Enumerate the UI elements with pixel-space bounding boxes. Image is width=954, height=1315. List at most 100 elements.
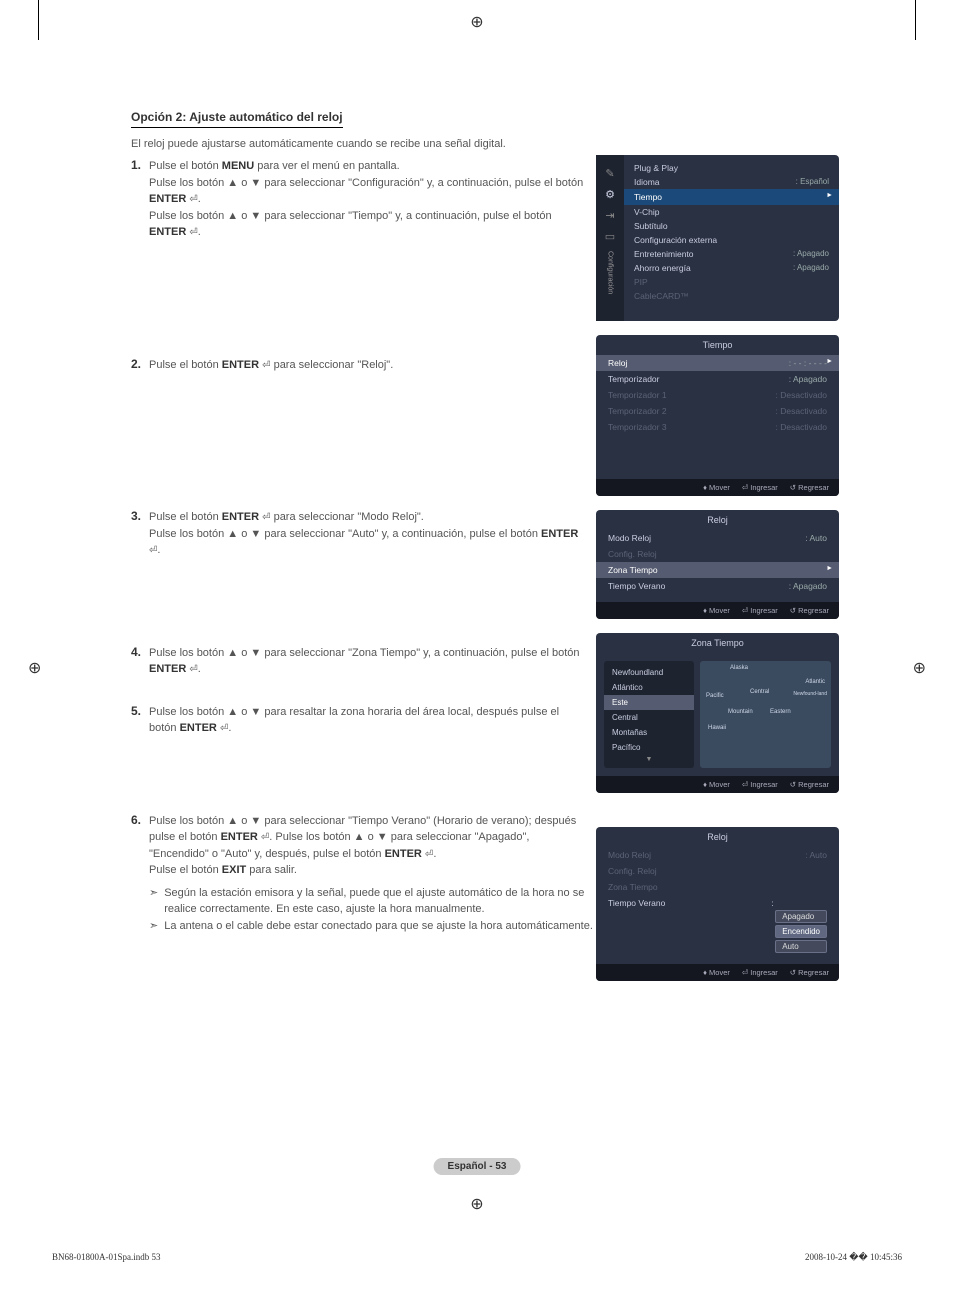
verano-option[interactable]: Encendido — [775, 925, 827, 938]
mover-hint: ♦ Mover — [703, 968, 730, 977]
row-value: : Desactivado — [776, 422, 828, 432]
step-number: 3. — [131, 509, 149, 559]
section-heading: Opción 2: Ajuste automático del reloj — [131, 110, 343, 128]
regresar-hint: ↺ Regresar — [790, 968, 829, 977]
text: Pulse el botón — [149, 359, 222, 371]
menu-row[interactable]: Reloj: - - : - - - - — [596, 355, 839, 371]
row-label: Zona Tiempo — [608, 882, 827, 892]
menu-row[interactable]: Tiempo Verano: Apagado — [596, 578, 839, 594]
step-body: Pulse los botón ▲ o ▼ para resaltar la z… — [149, 704, 589, 737]
zona-item[interactable]: Newfoundland — [604, 665, 694, 680]
menu-row[interactable]: Tiempo — [624, 189, 839, 205]
text: para salir. — [246, 864, 297, 876]
row-label: Tiempo — [634, 192, 829, 202]
text: Mover — [709, 606, 730, 615]
menu-row[interactable]: Temporizador: Apagado — [596, 371, 839, 387]
config-menu: ✎ ⚙ ⇥ ▭ Configuración Plug & PlayIdioma:… — [596, 155, 839, 321]
menu-row: Zona Tiempo — [596, 879, 839, 895]
verano-option[interactable]: Auto — [775, 940, 827, 953]
row-value: : Apagado — [793, 249, 829, 259]
verano-menu: Reloj Modo Reloj: AutoConfig. RelojZona … — [596, 827, 839, 981]
tiempo-menu: Tiempo Reloj: - - : - - - -Temporizador:… — [596, 335, 839, 496]
menu-title: Reloj — [596, 510, 839, 530]
row-label: Tiempo Verano — [608, 581, 789, 591]
text: Pulse los botón ▲ o ▼ para seleccionar "… — [149, 177, 583, 189]
row-label: CableCARD™ — [634, 291, 829, 301]
zona-item[interactable]: Este — [604, 695, 694, 710]
zona-item[interactable]: Pacífico — [604, 740, 694, 755]
text: Regresar — [798, 780, 829, 789]
map-label: Pacific — [706, 693, 724, 699]
menu-row[interactable]: Configuración externa — [624, 233, 839, 247]
enter-keyword: ENTER — [541, 528, 578, 540]
doc-footer-right: 2008-10-24 �� 10:45:36 — [805, 1252, 902, 1263]
zona-item[interactable]: Montañas — [604, 725, 694, 740]
verano-options: :ApagadoEncendidoAuto — [771, 898, 827, 953]
enter-keyword: ENTER — [149, 193, 186, 205]
zona-item[interactable]: Central — [604, 710, 694, 725]
text: La antena o el cable debe estar conectad… — [164, 918, 593, 935]
intro-text: El reloj puede ajustarse automáticamente… — [131, 138, 841, 150]
menu-row[interactable]: Idioma: Español — [624, 175, 839, 189]
text: Pulse el botón — [149, 864, 222, 876]
step-number: 4. — [131, 645, 149, 678]
menu-row: Modo Reloj: Auto — [596, 847, 839, 863]
zona-map: Alaska Pacific Mountain Central Eastern … — [700, 661, 831, 768]
registration-icon: ⊕ — [470, 1194, 483, 1214]
row-label: Config. Reloj — [608, 549, 827, 559]
zona-item[interactable]: Atlántico — [604, 680, 694, 695]
menu-row[interactable]: Temporizador 3: Desactivado — [596, 419, 839, 435]
verano-option[interactable]: Apagado — [775, 910, 827, 923]
regresar-hint: ↺ Regresar — [790, 483, 829, 492]
enter-keyword: ENTER — [222, 359, 259, 371]
text: . — [198, 193, 201, 205]
text: para seleccionar "Modo Reloj". — [271, 511, 424, 523]
row-value: : Auto — [805, 533, 827, 543]
menu-row[interactable]: V-Chip — [624, 205, 839, 219]
menu-row[interactable]: Zona Tiempo — [596, 562, 839, 578]
zona-list: NewfoundlandAtlánticoEsteCentralMontañas… — [604, 661, 694, 768]
menu-footer: ♦ Mover ⏎ Ingresar ↺ Regresar — [596, 964, 839, 981]
row-value: : Auto — [805, 850, 827, 860]
text: para seleccionar "Reloj". — [271, 359, 394, 371]
map-label: Eastern — [770, 709, 791, 715]
row-value: : Desactivado — [776, 406, 828, 416]
step-body: Pulse el botón ENTER ⏎ para seleccionar … — [149, 509, 589, 559]
menu-row[interactable]: Config. Reloj — [596, 546, 839, 562]
step-number: 5. — [131, 704, 149, 737]
brush-icon: ✎ — [605, 167, 614, 180]
step-body: Pulse el botón MENU para ver el menú en … — [149, 158, 589, 241]
enter-icon: ⏎ — [189, 664, 197, 675]
menu-row[interactable]: Temporizador 1: Desactivado — [596, 387, 839, 403]
text: . — [198, 226, 201, 238]
menu-row[interactable]: Entretenimiento: Apagado — [624, 247, 839, 261]
row-label: Reloj — [608, 358, 789, 368]
regresar-hint: ↺ Regresar — [790, 606, 829, 615]
text: . — [157, 544, 160, 556]
reloj-menu: Reloj Modo Reloj: Auto Config. Reloj Zona … — [596, 510, 839, 619]
menu-row[interactable]: Modo Reloj: Auto — [596, 530, 839, 546]
menu-row[interactable]: PIP — [624, 275, 839, 289]
tiempo-rows: Reloj: - - : - - - -Temporizador: Apagad… — [596, 355, 839, 443]
menu-title: Reloj — [596, 827, 839, 847]
text: Según la estación emisora y la señal, pu… — [164, 885, 589, 918]
row-label: Plug & Play — [634, 163, 829, 173]
menu-row[interactable]: Temporizador 2: Desactivado — [596, 403, 839, 419]
verano-rows: Modo Reloj: AutoConfig. RelojZona Tiempo… — [596, 847, 839, 964]
row-label: Entretenimiento — [634, 249, 793, 259]
menu-row[interactable]: Subtítulo — [624, 219, 839, 233]
menu-row[interactable]: Ahorro energía: Apagado — [624, 261, 839, 275]
step-body: Pulse el botón ENTER ⏎ para seleccionar … — [149, 357, 589, 374]
scroll-down-icon[interactable]: ▼ — [604, 755, 694, 764]
row-label: V-Chip — [634, 207, 829, 217]
crop-mark — [915, 0, 916, 40]
ingresar-hint: ⏎ Ingresar — [742, 483, 778, 492]
menu-row[interactable]: CableCARD™ — [624, 289, 839, 303]
row-label: Tiempo Verano — [608, 898, 771, 908]
row-label: Temporizador 2 — [608, 406, 776, 416]
menu-row[interactable]: Plug & Play — [624, 161, 839, 175]
text: . — [198, 663, 201, 675]
row-label: Configuración externa — [634, 235, 829, 245]
row-value: : Apagado — [789, 581, 827, 591]
verano-row[interactable]: Tiempo Verano:ApagadoEncendidoAuto — [596, 895, 839, 956]
